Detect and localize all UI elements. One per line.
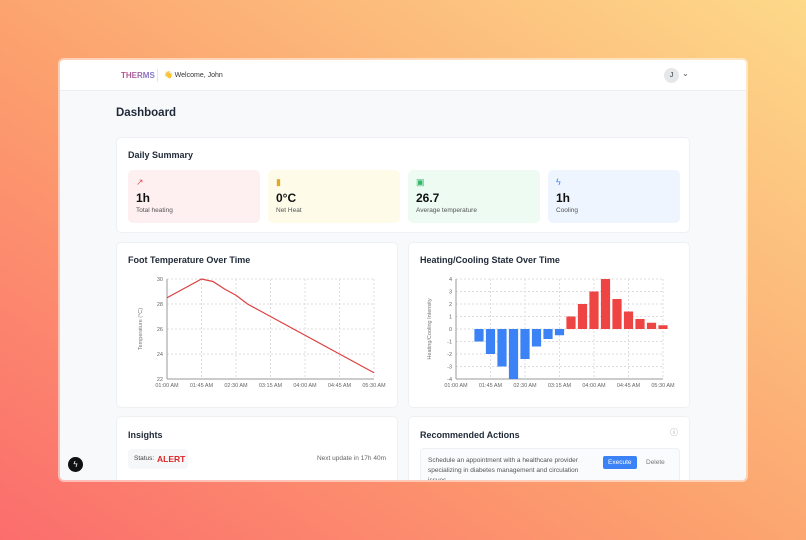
x-tick-label: 02:30 AM: [513, 383, 537, 389]
temperature-chart-card: Foot Temperature Over Time 22 24 26 28 30 01:…: [116, 242, 398, 408]
stat-value: 26.7: [416, 191, 440, 205]
bar-chart-icon: ▮: [276, 177, 281, 187]
x-tick-label: 03:15 AM: [548, 383, 572, 389]
page-title: Dashboard: [116, 107, 177, 119]
stat-label: Total heating: [136, 207, 173, 214]
chart-title: Foot Temperature Over Time: [128, 255, 251, 265]
card-title: Insights: [128, 430, 163, 440]
cooling-bar: [474, 329, 484, 342]
heating-bar: [566, 316, 576, 329]
cooling-bar: [520, 329, 530, 359]
cooling-bar: [485, 329, 496, 354]
logo[interactable]: THERMS: [121, 71, 155, 80]
execute-button[interactable]: Execute: [603, 456, 637, 469]
heating-bar: [600, 279, 611, 329]
y-tick-label: -4: [447, 377, 452, 383]
x-tick-label: 01:45 AM: [479, 383, 503, 389]
x-tick-label: 01:45 AM: [190, 383, 214, 389]
stat-value: 0°C: [276, 191, 297, 205]
x-tick-label: 05:30 AM: [362, 383, 386, 389]
delete-button[interactable]: Delete: [646, 459, 665, 466]
y-tick-label: 2: [449, 302, 452, 308]
actions-card: Recommended Actions ⓘ Schedule an appoin…: [408, 416, 690, 480]
heating-bar: [612, 299, 622, 329]
chart-title: Heating/Cooling State Over Time: [420, 255, 560, 265]
x-tick-label: 04:45 AM: [328, 383, 352, 389]
divider: [157, 69, 158, 82]
x-tick-label: 04:45 AM: [617, 383, 641, 389]
y-tick-label: 1: [449, 315, 452, 321]
heating-bar: [646, 322, 657, 329]
status-value: ALERT: [157, 454, 186, 464]
y-tick-label: 0: [449, 327, 452, 333]
app-window: THERMS 👋 Welcome, John J ⌄ Dashboard Dai…: [60, 60, 746, 480]
y-axis-label: Temperature (°C): [138, 308, 144, 350]
cooling-bar: [531, 329, 542, 347]
cooling-bar: [554, 329, 565, 336]
heating-bar: [635, 319, 645, 329]
stat-label: Net Heat: [276, 207, 302, 214]
temperature-line-chart: 22 24 26 28 30 01:00 AM 01:45 AM 02:30 AM 03:15 …: [138, 277, 386, 389]
action-text: Schedule an appointment with a healthcar…: [428, 457, 579, 480]
heating-bar: [658, 325, 668, 329]
chart-square-icon: ▣: [416, 177, 425, 187]
cooling-bar: [508, 329, 519, 379]
status-label: Status:: [134, 455, 155, 462]
stat-label: Cooling: [556, 207, 579, 214]
y-tick-label: -1: [447, 340, 452, 346]
state-chart-card: Heating/Cooling State Over Time -4 -3 -2 -1…: [408, 242, 690, 408]
lightning-icon: ϟ: [556, 177, 561, 187]
chevron-down-icon[interactable]: ⌄: [682, 69, 689, 78]
stat-card: ↗ 1h Total heating: [128, 170, 260, 223]
card-title: Daily Summary: [128, 150, 194, 160]
stat-value: 1h: [556, 191, 571, 205]
stat-card: ϟ 1h Cooling: [548, 170, 680, 223]
card-title: Recommended Actions: [420, 430, 520, 440]
stat-value: 1h: [136, 191, 151, 205]
y-tick-label: 24: [157, 352, 163, 358]
heating-bar: [577, 304, 588, 329]
heating-bar: [623, 311, 634, 329]
x-tick-label: 05:30 AM: [651, 383, 675, 389]
info-icon[interactable]: ⓘ: [670, 428, 678, 437]
x-tick-label: 02:30 AM: [224, 383, 248, 389]
insights-card: Insights Status: ALERT Next update in 17…: [116, 416, 398, 480]
temperature-line: [166, 278, 375, 374]
x-tick-label: 01:00 AM: [155, 383, 179, 389]
trending-up-icon: ↗: [136, 177, 144, 187]
cooling-bar: [543, 329, 553, 339]
stat-label: Average temperature: [416, 207, 477, 214]
welcome-text: 👋 Welcome, John: [164, 72, 223, 79]
action-item: Schedule an appointment with a healthcar…: [420, 448, 680, 480]
heating-bar: [589, 291, 599, 329]
y-tick-label: 22: [157, 377, 163, 383]
lightning-icon[interactable]: ϟ: [68, 457, 83, 472]
stat-card: ▮ 0°C Net Heat: [268, 170, 400, 223]
cooling-bar: [497, 329, 507, 367]
x-tick-label: 04:00 AM: [582, 383, 606, 389]
next-update: Next update in 17h 40m: [316, 455, 386, 462]
state-bar-chart: -4 -3 -2 -1 0 1 2 3 4 01:00 AM 01:45 AM 02:30 AM 03:…: [427, 277, 675, 389]
y-tick-label: 4: [449, 277, 452, 283]
daily-summary-card: Daily Summary ↗ 1h Total heating ▮ 0°C Net He…: [116, 137, 690, 233]
status-badge: Status: ALERT: [128, 449, 188, 469]
x-tick-label: 01:00 AM: [444, 383, 468, 389]
y-tick-label: -2: [447, 352, 452, 358]
x-tick-label: 03:15 AM: [259, 383, 283, 389]
top-header: THERMS 👋 Welcome, John J ⌄: [60, 60, 746, 91]
stat-card: ▣ 26.7 Average temperature: [408, 170, 540, 223]
avatar[interactable]: J: [664, 68, 679, 83]
y-tick-label: 3: [449, 290, 452, 296]
y-axis-label: Heating/Cooling Intensity: [427, 298, 433, 359]
y-tick-label: -3: [447, 365, 452, 371]
y-tick-label: 30: [157, 277, 163, 283]
y-tick-label: 28: [157, 302, 163, 308]
y-tick-label: 26: [157, 327, 163, 333]
x-tick-label: 04:00 AM: [293, 383, 317, 389]
